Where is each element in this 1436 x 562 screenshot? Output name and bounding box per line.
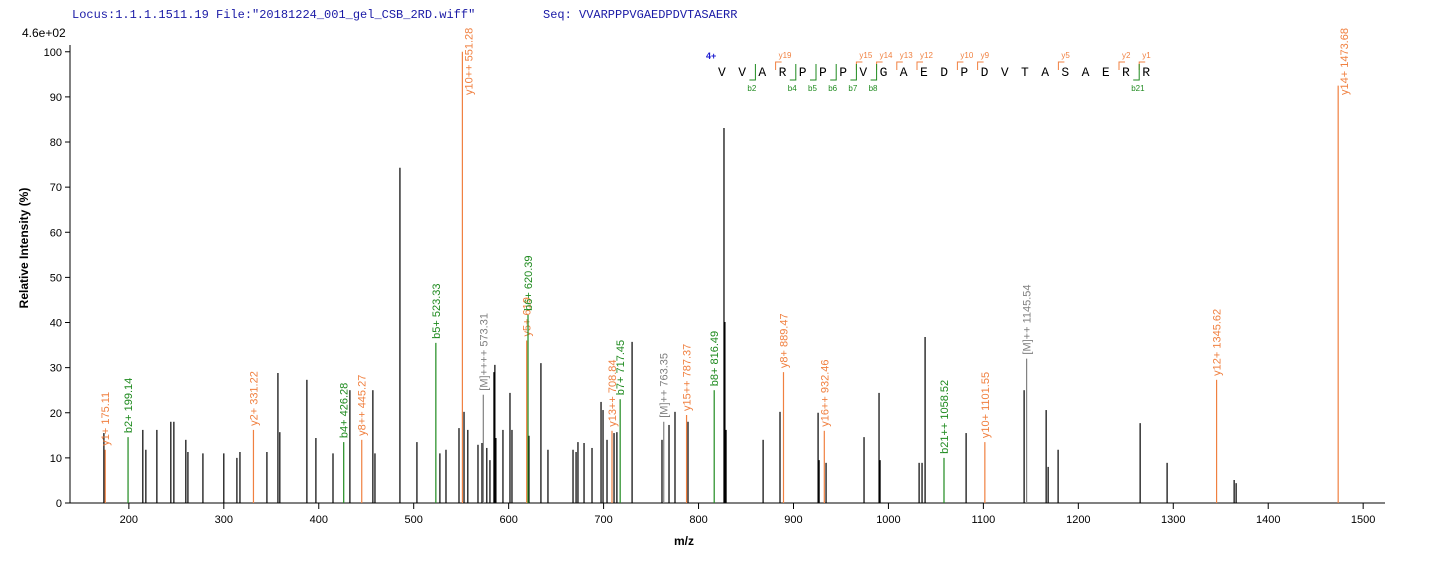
x-tick-label: 1000 [876,514,900,526]
x-tick-label: 1500 [1351,514,1375,526]
y-ion-bracket [916,61,923,70]
b-ion-label: b2 [747,84,756,93]
y-tick-label: 40 [50,318,62,330]
x-tick-label: 600 [499,514,517,526]
y-tick-label: 90 [50,92,62,104]
y-ion-bracket [977,61,984,70]
sequence: VVARPPPVGAEDPDVTASAERR [718,65,1162,80]
y-ion-label: y19 [779,51,792,60]
y-ion-bracket [956,61,964,70]
y-ion-bracket [1118,61,1125,70]
x-tick-label: 1300 [1161,514,1185,526]
charge-label: 4+ [706,51,716,61]
x-tick-label: 300 [215,514,233,526]
peak-label: y13++ 708.84 [607,360,619,427]
peak-label: [M]++ 1145.54 [1022,284,1034,354]
b-ion-bracket [749,64,756,81]
y-ion-label: y10 [960,51,973,60]
x-tick-label: 900 [784,514,802,526]
peak-label: y10+ 1101.55 [980,372,992,438]
x-tick-label: 400 [310,514,328,526]
peak-label: [M]++++ 573.31 [478,313,490,391]
y-tick-label: 20 [50,408,62,420]
y-ion-bracket [775,61,782,70]
peak-label: b5+ 523.33 [431,283,443,338]
x-axis-label: m/z [674,534,694,548]
peak-label: b2+ 199.14 [123,378,135,433]
y-tick-label: 30 [50,363,62,375]
x-tick-label: 800 [689,514,707,526]
y-ion-label: y2 [1122,51,1131,60]
b-ion-label: b21 [1131,84,1145,93]
y-ion-label: y15 [859,51,872,60]
y-tick-label: 0 [56,498,62,510]
header-locus: Locus:1.1.1.1511.19 File:"20181224_001_g… [72,8,475,22]
peak-label: b6+ 620.39 [523,255,535,310]
peak-label: y14+ 1473.68 [1339,28,1351,95]
y-ion-label: y13 [900,51,913,60]
x-tick-label: 500 [405,514,423,526]
b-ion-bracket [1133,64,1140,81]
y-ion-bracket [896,61,903,70]
y-tick-label: 10 [50,453,62,465]
b-ion-label: b5 [808,84,817,93]
b-ion-bracket [830,64,837,81]
y-ion-label: y5 [1061,51,1070,60]
x-tick-label: 700 [594,514,612,526]
peak-label: b4+ 426.28 [339,383,351,438]
peak-label: [M]++ 763.35 [659,353,671,418]
y-axis-label: Relative Intensity (%) [17,188,31,309]
b-ion-label: b4 [788,84,797,93]
peak-label: y12+ 1345.62 [1212,309,1224,376]
b-ion-bracket [810,64,817,81]
y-ion-label: y1 [1142,51,1151,60]
y-scale-label: 4.6e+02 [22,26,66,40]
b-ion-bracket [870,64,878,81]
y-tick-label: 50 [50,272,62,284]
peak-label: b21++ 1058.52 [939,380,951,454]
peak-label: y15++ 787.37 [682,344,694,411]
peak-label: y2+ 331.22 [248,371,260,426]
y-tick-label: 60 [50,227,62,239]
peak-label: y10++ 551.28 [463,28,475,95]
b-ion-label: b7 [848,84,857,93]
peak-label: b8+ 816.49 [709,331,721,386]
peak-label: b7+ 717.45 [615,340,627,395]
x-tick-label: 200 [120,514,138,526]
b-ion-label: b6 [828,84,837,93]
b-ion-bracket [789,64,797,81]
y-ion-label: y14 [880,51,893,60]
y-tick-label: 80 [50,137,62,149]
peak-label: y16++ 932.46 [819,360,831,427]
y-tick-label: 70 [50,182,62,194]
b-ion-label: b8 [869,84,878,93]
peak-label: y8+ 889.47 [778,313,790,368]
peak-label: y1+ 175.11 [100,392,112,446]
header-seq: Seq: VVARPPPVGAEDPDVTASAERR [543,8,737,22]
peak-label: y8++ 445.27 [357,375,369,436]
y-ion-bracket [1057,61,1065,70]
y-ion-label: y12 [920,51,933,60]
x-tick-label: 1400 [1256,514,1280,526]
b-ion-bracket [850,64,857,81]
y-tick-label: 100 [44,47,62,59]
x-tick-label: 1200 [1066,514,1090,526]
x-tick-label: 1100 [972,514,996,526]
y-ion-label: y9 [981,51,990,60]
